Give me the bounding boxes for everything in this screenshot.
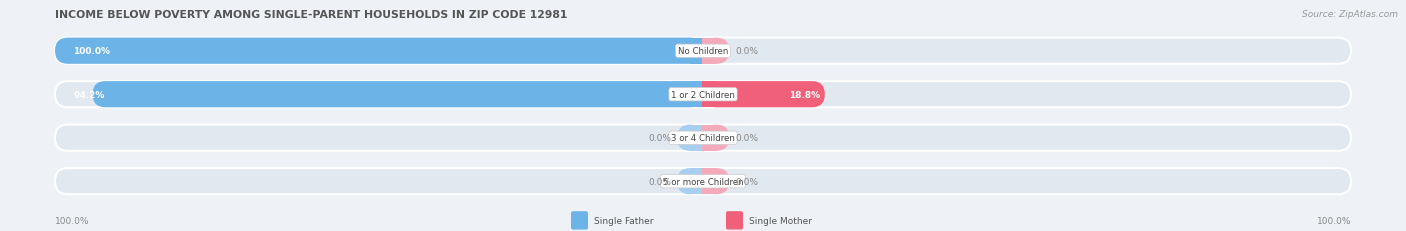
- FancyBboxPatch shape: [55, 82, 1351, 108]
- FancyBboxPatch shape: [725, 211, 742, 230]
- Text: Single Father: Single Father: [593, 216, 654, 225]
- Text: INCOME BELOW POVERTY AMONG SINGLE-PARENT HOUSEHOLDS IN ZIP CODE 12981: INCOME BELOW POVERTY AMONG SINGLE-PARENT…: [55, 10, 568, 20]
- Text: 0.0%: 0.0%: [648, 134, 671, 143]
- FancyBboxPatch shape: [55, 125, 1351, 151]
- Text: 94.2%: 94.2%: [73, 90, 104, 99]
- FancyBboxPatch shape: [55, 38, 1351, 64]
- Text: 0.0%: 0.0%: [735, 134, 758, 143]
- Text: 100.0%: 100.0%: [1316, 216, 1351, 225]
- Bar: [690, 82, 704, 108]
- FancyBboxPatch shape: [678, 168, 703, 195]
- FancyBboxPatch shape: [571, 211, 588, 230]
- Bar: [702, 125, 716, 151]
- Text: 3 or 4 Children: 3 or 4 Children: [671, 134, 735, 143]
- FancyBboxPatch shape: [703, 82, 825, 108]
- Bar: [690, 39, 704, 64]
- Text: 1 or 2 Children: 1 or 2 Children: [671, 90, 735, 99]
- FancyBboxPatch shape: [703, 125, 730, 151]
- FancyBboxPatch shape: [55, 38, 703, 64]
- Text: Single Mother: Single Mother: [749, 216, 813, 225]
- Text: 100.0%: 100.0%: [55, 216, 90, 225]
- Text: No Children: No Children: [678, 47, 728, 56]
- FancyBboxPatch shape: [55, 168, 1351, 195]
- Bar: [702, 168, 716, 195]
- Text: 0.0%: 0.0%: [735, 177, 758, 186]
- Text: 0.0%: 0.0%: [735, 47, 758, 56]
- Bar: [702, 82, 716, 108]
- Bar: [690, 125, 704, 151]
- Text: 5 or more Children: 5 or more Children: [662, 177, 744, 186]
- Bar: [702, 39, 716, 64]
- FancyBboxPatch shape: [703, 168, 730, 195]
- FancyBboxPatch shape: [703, 38, 730, 64]
- Text: Source: ZipAtlas.com: Source: ZipAtlas.com: [1302, 10, 1398, 19]
- Text: 0.0%: 0.0%: [648, 177, 671, 186]
- Text: 100.0%: 100.0%: [73, 47, 110, 56]
- FancyBboxPatch shape: [93, 82, 703, 108]
- Bar: [690, 168, 704, 195]
- FancyBboxPatch shape: [678, 125, 703, 151]
- Text: 18.8%: 18.8%: [789, 90, 820, 99]
